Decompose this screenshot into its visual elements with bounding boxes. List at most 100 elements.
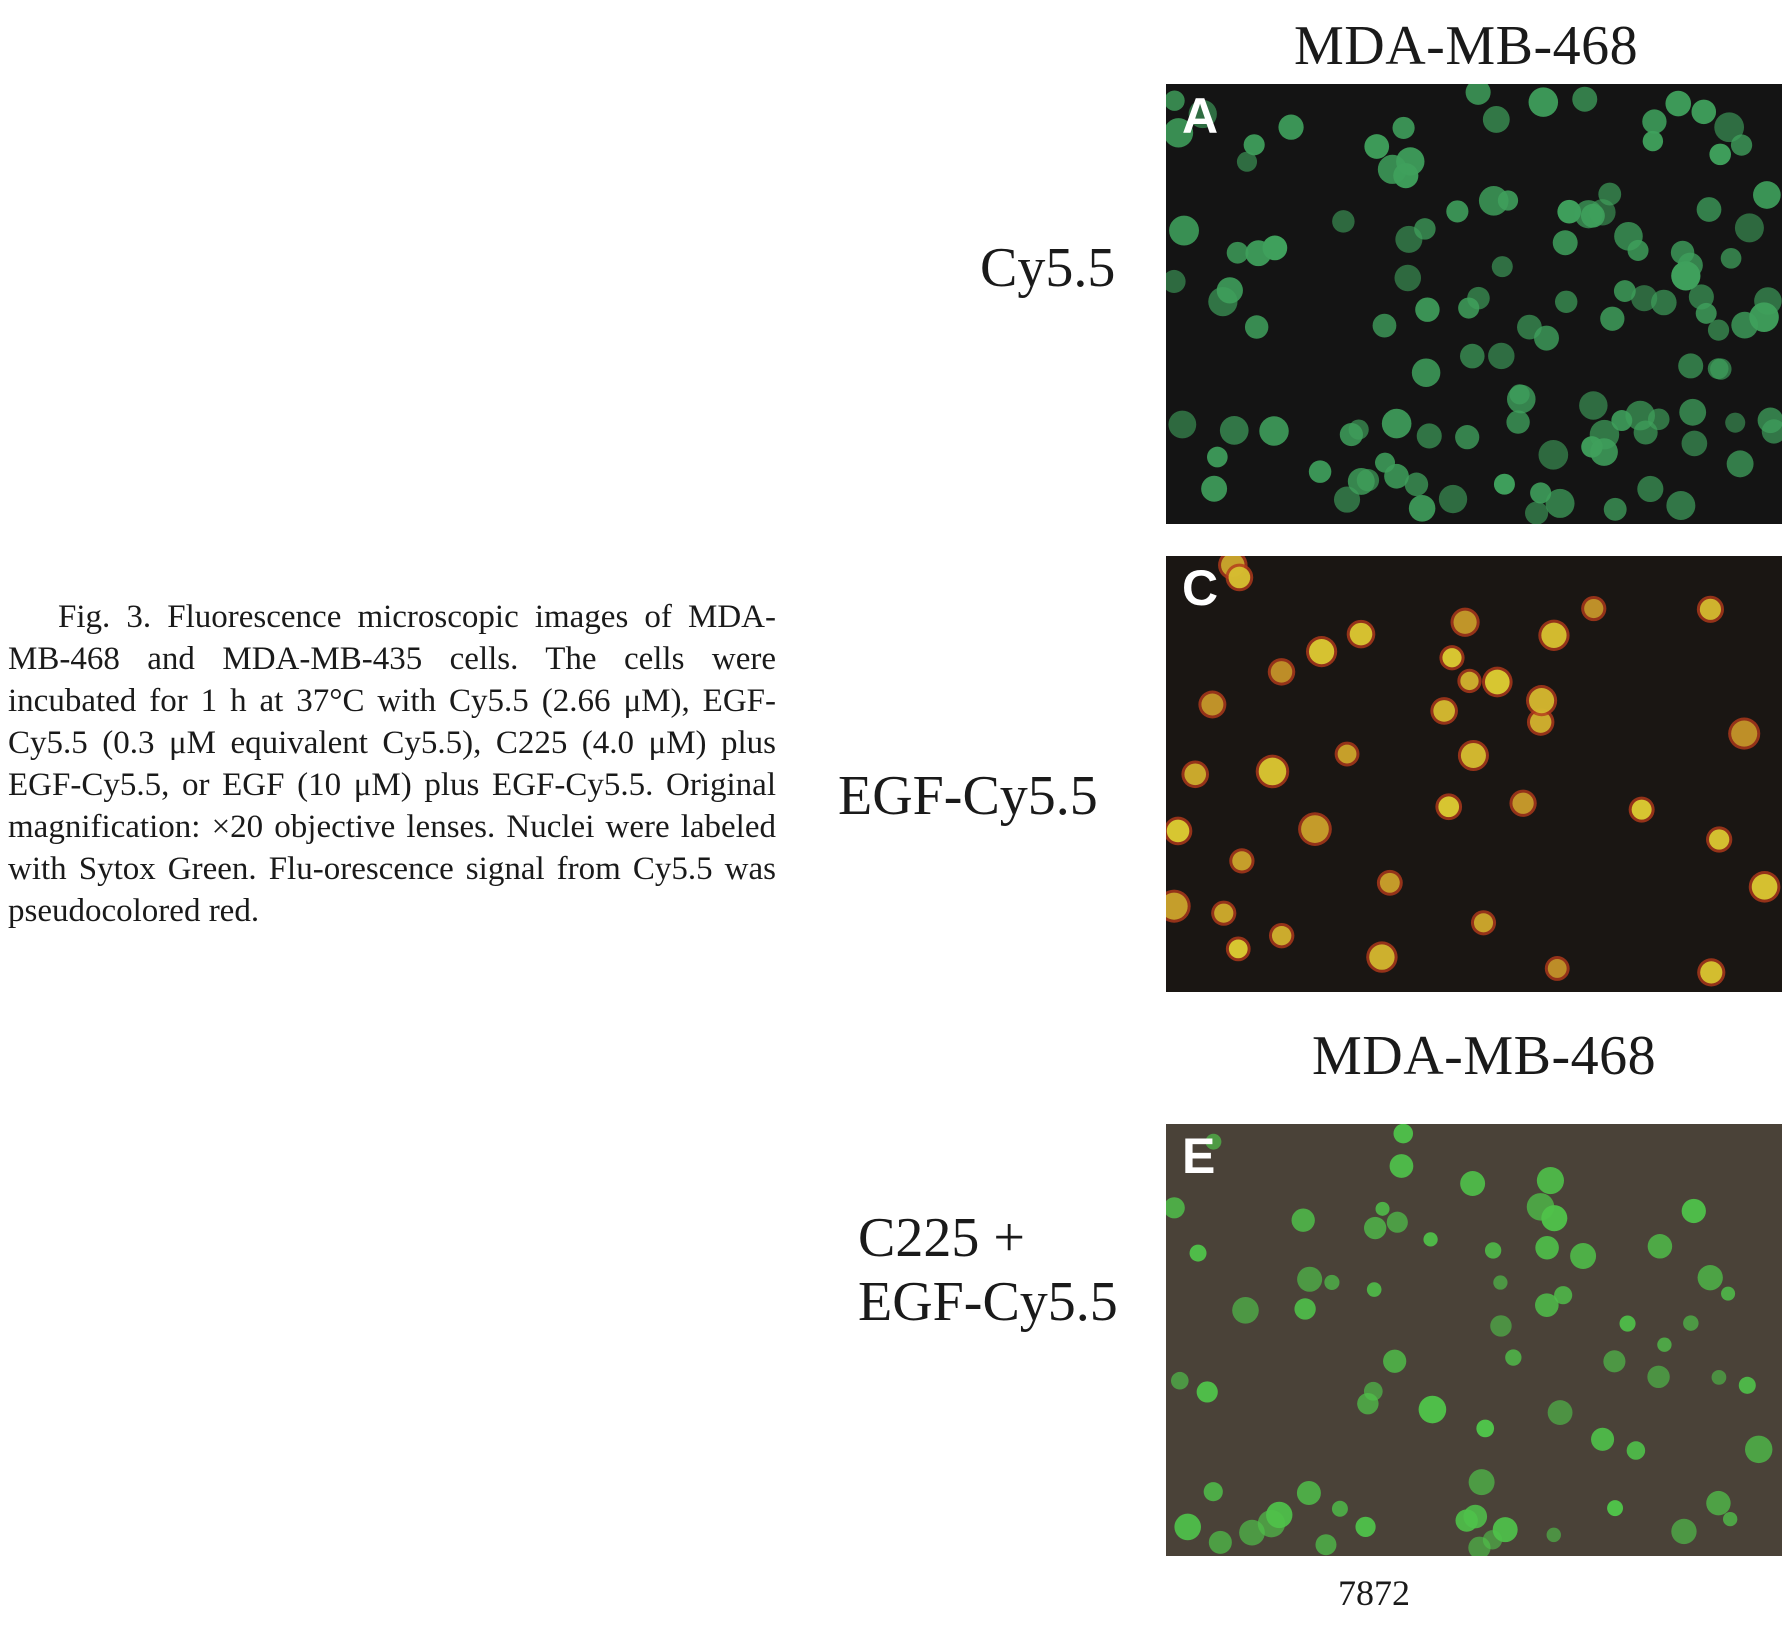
cell — [1459, 343, 1485, 369]
row-label-cy55: Cy5.5 — [980, 236, 1115, 300]
cell — [1744, 1435, 1773, 1464]
cell — [1535, 1293, 1559, 1317]
cell — [1294, 1298, 1316, 1320]
cell — [1188, 99, 1217, 129]
cell — [1637, 475, 1664, 503]
cell — [1389, 1154, 1414, 1178]
row-label-c225-line-2: EGF-Cy5.5 — [858, 1271, 1118, 1333]
cell — [1308, 639, 1335, 665]
cell — [1166, 819, 1190, 843]
cell — [1205, 1133, 1222, 1150]
cell — [1536, 1166, 1565, 1195]
row-label-egf-cy55: EGF-Cy5.5 — [838, 764, 1098, 828]
cell — [1506, 384, 1536, 414]
cell — [1570, 1243, 1597, 1270]
cell — [1482, 106, 1510, 133]
cell — [1647, 1234, 1673, 1259]
cell — [1554, 1286, 1573, 1305]
cell — [1291, 1208, 1315, 1232]
cell — [1493, 1275, 1508, 1290]
cell — [1169, 215, 1199, 246]
cell — [1757, 407, 1782, 434]
cell — [1455, 425, 1480, 450]
micrograph-panel-a-cells — [1166, 84, 1782, 524]
cell — [1262, 235, 1288, 261]
cell — [1751, 873, 1778, 900]
cell — [1546, 1527, 1561, 1543]
cell — [1700, 961, 1723, 984]
cell — [1232, 1296, 1259, 1324]
cell — [1505, 1349, 1522, 1366]
cell — [1709, 829, 1730, 850]
cell — [1506, 410, 1530, 434]
cell — [1491, 256, 1513, 278]
cell — [1203, 1482, 1223, 1502]
cell — [1642, 109, 1667, 134]
cell — [1753, 181, 1781, 209]
cell — [1600, 306, 1625, 331]
cell — [1219, 416, 1249, 445]
cell — [1381, 408, 1412, 439]
micrograph-panel-c-image — [1166, 556, 1782, 992]
cell — [1184, 763, 1207, 786]
cell — [1525, 501, 1549, 524]
cell — [1201, 475, 1228, 502]
cell — [1696, 197, 1722, 222]
cell — [1731, 720, 1758, 747]
cell — [1603, 1350, 1626, 1373]
cell — [1170, 1371, 1189, 1390]
cell — [1392, 116, 1415, 139]
cell — [1631, 799, 1652, 820]
micrograph-panel-c-cells — [1166, 556, 1781, 987]
cell — [1324, 1274, 1340, 1290]
cell — [1631, 285, 1658, 312]
cell — [1670, 240, 1695, 265]
cell — [1278, 114, 1304, 140]
cell — [1554, 290, 1578, 314]
cell — [1591, 1427, 1615, 1451]
cell — [1725, 412, 1746, 433]
cell — [1671, 261, 1701, 291]
cell — [1528, 87, 1559, 117]
cell — [1584, 598, 1604, 619]
cell — [1257, 1509, 1286, 1538]
cell — [1552, 230, 1578, 256]
cell — [1384, 463, 1409, 489]
panel-letter-e: E — [1182, 1128, 1216, 1184]
cell — [1547, 959, 1567, 978]
cell — [1683, 1315, 1699, 1331]
cell — [1749, 302, 1779, 332]
cell — [1691, 99, 1717, 125]
figure-caption: Fig. 3. Fluorescence microscopic images … — [8, 596, 776, 932]
cell — [1453, 610, 1477, 634]
cell — [1244, 315, 1269, 339]
cell — [1366, 1282, 1382, 1297]
cell — [1666, 491, 1696, 521]
cell — [1541, 622, 1567, 648]
cell — [1488, 342, 1515, 370]
cell — [1657, 1337, 1672, 1352]
cell — [1270, 661, 1293, 683]
cell — [1438, 484, 1468, 514]
cell — [1613, 280, 1636, 302]
cell — [1226, 241, 1249, 264]
caption-unit-3: μM — [648, 725, 696, 761]
cell — [1271, 925, 1292, 946]
cell — [1734, 213, 1764, 243]
cell — [1707, 319, 1730, 341]
caption-text-5: ) plus EGF-Cy5.5. Original magnification… — [8, 767, 776, 929]
cell — [1168, 410, 1197, 439]
cell — [1607, 1500, 1624, 1517]
cell — [1545, 488, 1575, 518]
caption-text-1: Fluorescence microscopic images of MDA-M… — [8, 599, 776, 719]
cell — [1706, 1490, 1731, 1516]
cell — [1547, 1400, 1573, 1425]
cell — [1357, 1392, 1379, 1415]
cell — [1189, 1244, 1207, 1262]
cell — [1416, 423, 1442, 449]
cell — [1688, 284, 1714, 310]
micrograph-panel-a: A — [1166, 84, 1782, 524]
cell — [1720, 247, 1742, 269]
cell — [1626, 1441, 1646, 1460]
cell — [1332, 210, 1355, 233]
